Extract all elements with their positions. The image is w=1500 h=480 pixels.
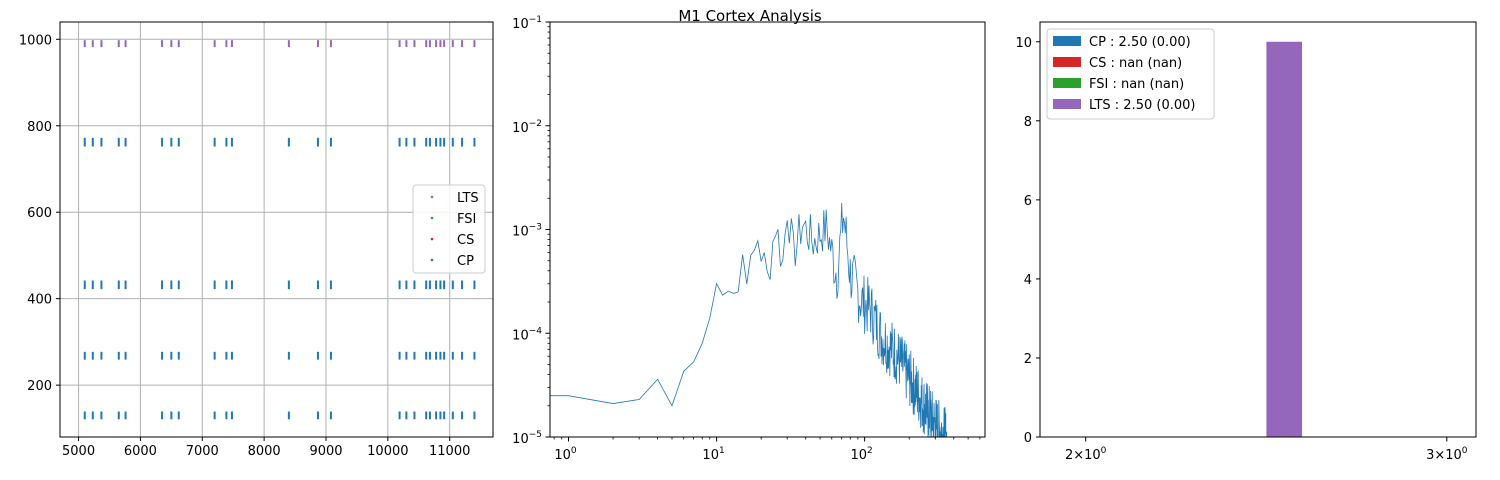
spectrum-panel: 100 101 102 10−5 10−4 10−3 10−2 10−1 [512,15,986,463]
histogram-legend-label: CP : 2.50 (0.00) [1089,35,1191,50]
raster-legend-label-LTS: LTS [457,191,479,206]
raster-legend-marker-FSI [430,216,434,220]
histogram-ytick-label: 6 [1024,194,1032,209]
raster-ytick-label: 800 [27,120,52,135]
spectrum-axes-frame [549,21,986,438]
spectrum-line [550,203,948,437]
histogram-legend-label: CS : nan (nan) [1089,56,1182,71]
spectrum-ytick-label: 10−1 [512,15,542,32]
histogram-legend-swatch [1053,57,1081,67]
raster-xtick-label: 7000 [186,444,219,459]
histogram-ytick-label: 4 [1024,273,1032,288]
histogram-ytick-label: 2 [1024,352,1032,367]
histogram-legend-label: FSI : nan (nan) [1089,77,1184,92]
raster-xtick-label: 5000 [62,444,95,459]
raster-legend-label-CS: CS [457,233,474,248]
spectrum-ytick-label: 10−2 [512,119,542,136]
raster-legend-marker-CS [430,237,434,241]
spectrum-xtick-label: 101 [702,446,724,463]
raster-xtick-label: 11000 [429,444,470,459]
histogram-ytick-label: 0 [1024,431,1032,446]
histogram-bar-LTS [1266,41,1303,438]
spectrum-ytick-label: 10−3 [512,223,542,240]
raster-ytick-label: 400 [27,293,52,308]
raster-legend-box [412,184,486,274]
histogram-legend-box [1046,28,1215,120]
histogram-xtick-label: 2×100 [1065,446,1107,463]
spectrum-ytick-label: 10−5 [512,430,542,447]
spectrum-xtick-label: 100 [554,446,577,463]
histogram-panel: 0 2 4 6 8 10 2×100 3×100 CP : 2.50 (0.00) CS : na… [1015,21,1477,463]
figure-title: M1 Cortex Analysis [678,7,822,25]
raster-legend-marker-LTS [430,195,434,199]
raster-xtick-label: 9000 [309,444,342,459]
raster-ytick-label: 200 [27,379,52,394]
spectrum-xtick-label: 102 [850,446,872,463]
raster-axes-frame [59,21,494,438]
raster-legend-label-CP: CP [457,254,474,269]
histogram-ytick-label: 8 [1024,115,1032,130]
histogram-legend-label: LTS : 2.50 (0.00) [1089,98,1195,113]
raster-ytick-label: 600 [27,206,52,221]
histogram-axes-frame [1039,21,1477,438]
histogram-xtick-label: 3×100 [1426,446,1468,463]
raster-xtick-label: 10000 [367,444,408,459]
spectrum-ytick-label: 10−4 [512,326,542,343]
raster-ytick-label: 1000 [19,33,52,48]
raster-legend-label-FSI: FSI [457,212,476,227]
histogram-ytick-label: 10 [1015,36,1032,51]
histogram-legend-swatch [1053,78,1081,88]
raster-legend-marker-CP [430,258,434,262]
raster-xtick-label: 8000 [248,444,281,459]
raster-xtick-label: 6000 [124,444,157,459]
histogram-legend-swatch [1053,36,1081,46]
raster-panel: 5000 6000 7000 8000 9000 10000 11000 200 400 600 8… [19,21,494,459]
histogram-legend-swatch [1053,99,1081,109]
